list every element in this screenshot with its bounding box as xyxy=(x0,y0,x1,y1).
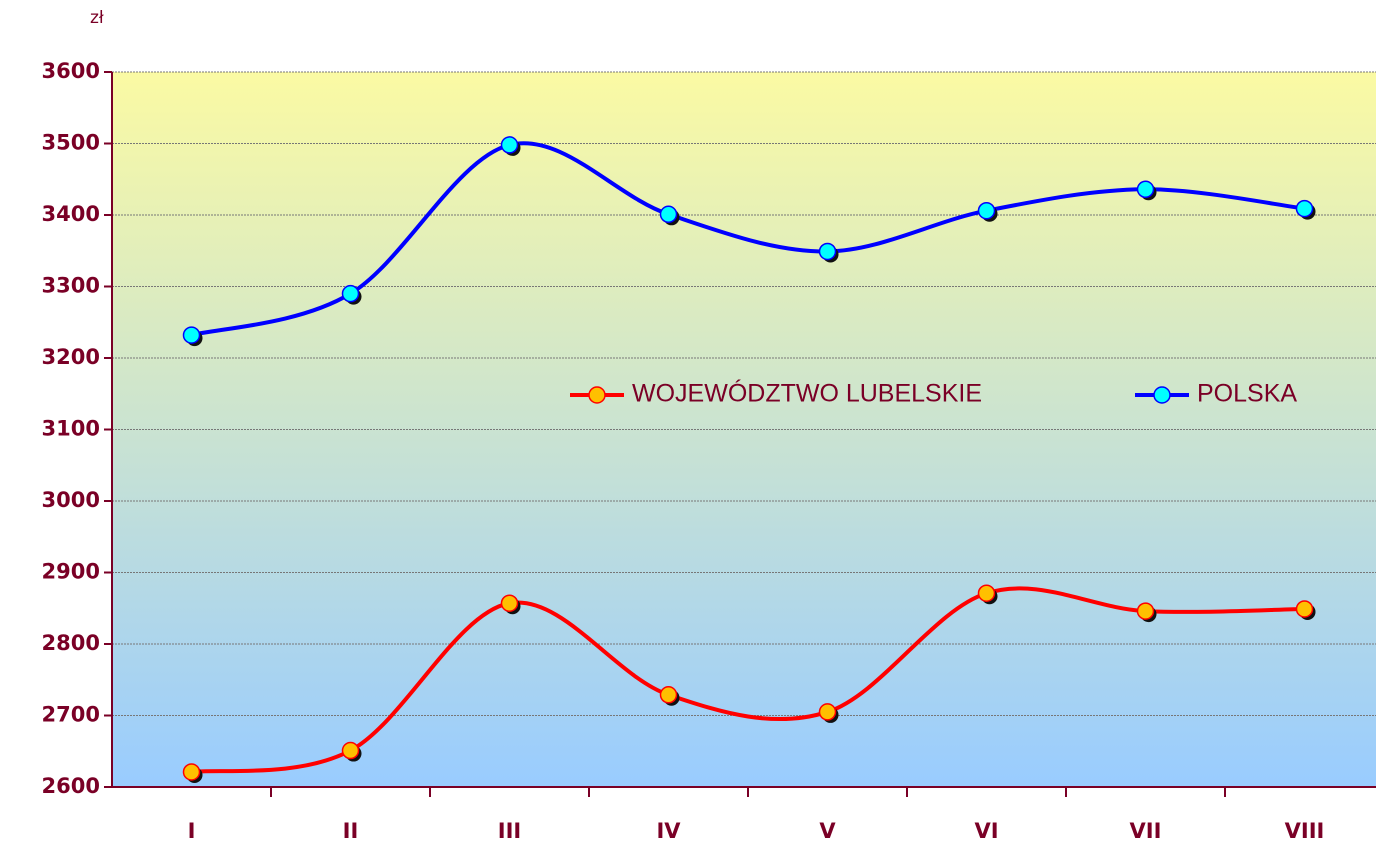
x-tick-label: V xyxy=(819,819,836,843)
marker xyxy=(1136,602,1155,620)
marker xyxy=(500,594,519,612)
marker xyxy=(1295,600,1314,618)
legend-label: POLSKA xyxy=(1197,380,1297,408)
marker xyxy=(977,584,996,602)
marker xyxy=(182,763,201,781)
y-tick-label: 3300 xyxy=(42,274,100,298)
marker xyxy=(341,741,360,760)
x-tick-label: II xyxy=(343,819,359,843)
marker xyxy=(1295,199,1314,218)
y-tick-label: 3200 xyxy=(42,345,100,369)
y-tick-label: 3100 xyxy=(42,417,100,441)
y-tick-label: 2700 xyxy=(42,703,100,727)
marker xyxy=(818,242,837,261)
y-axis-label: zł xyxy=(90,8,104,28)
marker xyxy=(182,326,201,344)
marker xyxy=(659,686,678,704)
y-tick-label: 3500 xyxy=(42,131,100,155)
x-tick-label: VI xyxy=(974,819,998,843)
series-line xyxy=(190,141,1305,338)
marker xyxy=(659,205,678,224)
y-tick-label: 2600 xyxy=(42,774,100,798)
y-tick-label: 2900 xyxy=(42,560,100,584)
series-line xyxy=(191,586,1305,774)
marker xyxy=(1136,180,1155,199)
marker xyxy=(341,284,360,303)
y-tick-label: 3400 xyxy=(42,202,100,226)
x-tick-label: VIII xyxy=(1285,819,1325,843)
marker xyxy=(977,201,996,220)
legend-label: WOJEWÓDZTWO LUBELSKIE xyxy=(632,379,982,408)
x-tick-label: III xyxy=(498,819,521,843)
x-tick-label: VII xyxy=(1130,819,1162,843)
legend-marker xyxy=(1153,386,1171,404)
x-tick-label: I xyxy=(188,819,196,843)
marker xyxy=(500,136,519,154)
y-tick-label: 3000 xyxy=(42,488,100,512)
x-tick-label: IV xyxy=(656,819,681,843)
marker xyxy=(818,703,837,721)
y-tick-label: 2800 xyxy=(42,631,100,655)
y-tick-label: 3600 xyxy=(42,59,100,83)
legend-marker xyxy=(588,386,606,404)
